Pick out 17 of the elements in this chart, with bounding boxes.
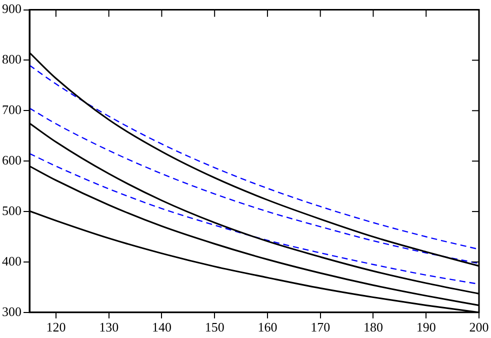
y-tick-label: 300 [2, 304, 22, 319]
x-tick-label: 120 [46, 320, 66, 335]
x-tick-label: 130 [99, 320, 119, 335]
x-tick-label: 140 [152, 320, 172, 335]
x-tick-label: 200 [469, 320, 489, 335]
y-tick-label: 900 [2, 1, 22, 16]
y-tick-label: 700 [2, 102, 22, 118]
x-tick-label: 180 [363, 320, 383, 335]
line-series [30, 108, 479, 264]
y-tick-label: 600 [2, 152, 22, 168]
y-tick-label: 400 [2, 253, 22, 268]
x-tick-label: 160 [258, 320, 278, 335]
x-tick-label: 190 [416, 320, 436, 335]
y-tick-label: 500 [2, 202, 22, 218]
x-tick-label: 170 [310, 320, 330, 335]
x-tick-label: 150 [204, 320, 224, 335]
y-tick-label: 800 [2, 52, 22, 67]
